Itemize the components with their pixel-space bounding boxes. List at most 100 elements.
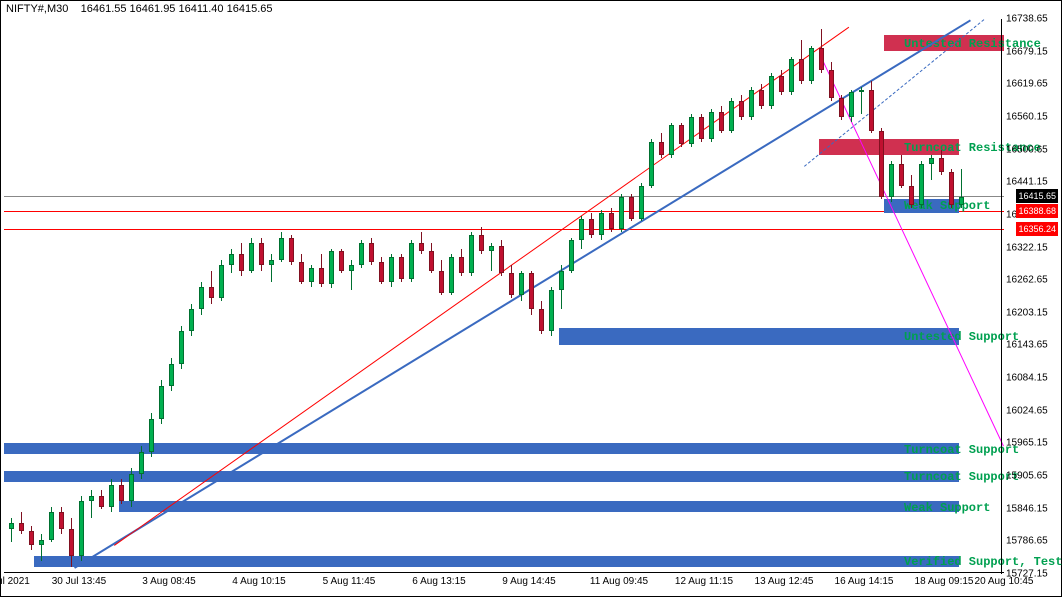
candle-body	[889, 164, 894, 197]
candle-body	[9, 523, 14, 528]
x-tick: 9 Aug 14:45	[502, 576, 555, 587]
x-tick: 3 Aug 08:45	[142, 576, 195, 587]
x-tick: 4 Aug 10:15	[232, 576, 285, 587]
candle-body	[769, 76, 774, 106]
candle-body	[799, 59, 804, 81]
candle-body	[19, 523, 24, 531]
candle-body	[609, 213, 614, 229]
y-tick: 16262.65	[1006, 275, 1048, 286]
candle-body	[639, 186, 644, 219]
candle-body	[199, 287, 204, 309]
candle-body	[519, 273, 524, 295]
candle-body	[689, 117, 694, 144]
sr-zone	[34, 556, 959, 567]
candle-body	[79, 501, 84, 556]
candle-body	[539, 309, 544, 331]
x-tick: 20 Aug 10:45	[975, 576, 1034, 587]
candle-wick	[11, 518, 12, 543]
candle-body	[129, 474, 134, 501]
candle-body	[909, 186, 914, 205]
candle-body	[509, 273, 514, 295]
candle-body	[749, 90, 754, 117]
candle-body	[789, 59, 794, 92]
candle-body	[469, 235, 474, 273]
candle-body	[779, 76, 784, 92]
y-tick: 16143.65	[1006, 340, 1048, 351]
candle-body	[859, 90, 864, 93]
candle-body	[119, 485, 124, 501]
sr-zone	[559, 328, 959, 344]
h-line	[4, 211, 1004, 212]
price-marker: 16388.68	[1016, 204, 1058, 218]
candle-body	[29, 531, 34, 545]
candle-body	[839, 98, 844, 117]
candle-body	[269, 260, 274, 265]
candle-body	[899, 164, 904, 186]
candle-body	[699, 117, 704, 139]
candle-body	[399, 257, 404, 279]
candle-body	[629, 197, 634, 219]
candle-body	[209, 287, 214, 298]
x-tick: 11 Aug 09:45	[590, 576, 648, 587]
candle-body	[959, 197, 964, 205]
y-tick: 16441.15	[1006, 177, 1048, 188]
candle-body	[249, 243, 254, 270]
candle-body	[69, 529, 74, 556]
candle-body	[589, 219, 594, 235]
h-line	[4, 196, 1004, 197]
candle-body	[219, 265, 224, 298]
candle-body	[809, 48, 814, 81]
candle-body	[759, 90, 764, 106]
symbol-label: NIFTY#,M30	[6, 3, 68, 15]
candle-wick	[41, 534, 42, 561]
candle-body	[439, 271, 444, 293]
candle-body	[579, 219, 584, 241]
candle-body	[49, 512, 54, 539]
h-line	[4, 229, 1004, 230]
candle-body	[159, 386, 164, 419]
plot-area[interactable]: Untested ResistanceTurncoat ResistanceWe…	[4, 19, 1004, 574]
y-tick: 16500.65	[1006, 144, 1048, 155]
candle-body	[659, 142, 664, 156]
candle-body	[729, 101, 734, 131]
y-tick: 16619.65	[1006, 79, 1048, 90]
candle-body	[479, 235, 484, 251]
candle-body	[709, 112, 714, 139]
sr-zone	[119, 501, 959, 512]
candle-body	[109, 485, 114, 507]
candle-body	[599, 213, 604, 235]
y-tick: 16679.15	[1006, 46, 1048, 57]
x-tick: 16 Aug 14:15	[835, 576, 894, 587]
candle-wick	[271, 254, 272, 281]
sr-zone	[4, 471, 959, 482]
x-tick: 12 Aug 11:15	[675, 576, 733, 587]
x-axis: 29 Jul 202130 Jul 13:453 Aug 08:454 Aug …	[4, 572, 1004, 593]
candle-body	[939, 158, 944, 172]
candle-body	[619, 197, 624, 230]
candle-body	[279, 238, 284, 260]
y-axis: 16738.6516679.1516619.6516560.1516500.65…	[1001, 19, 1058, 574]
candle-body	[189, 309, 194, 331]
candle-body	[679, 125, 684, 144]
x-tick: 30 Jul 13:45	[52, 576, 107, 587]
candle-body	[239, 254, 244, 270]
chart-container[interactable]: NIFTY#,M30 16461.55 16461.95 16411.40 16…	[0, 0, 1062, 597]
candle-body	[169, 364, 174, 386]
candle-body	[459, 257, 464, 273]
y-tick: 15846.15	[1006, 503, 1048, 514]
sr-zone	[4, 443, 959, 454]
candle-wick	[91, 490, 92, 517]
candle-body	[449, 257, 454, 293]
candle-body	[39, 540, 44, 545]
zone-label: Weak Support	[904, 199, 990, 213]
y-tick: 16738.65	[1006, 14, 1048, 25]
candle-body	[429, 251, 434, 270]
y-tick: 16560.15	[1006, 111, 1048, 122]
price-marker: 16415.65	[1016, 189, 1058, 203]
candle-body	[719, 112, 724, 131]
candle-body	[549, 290, 554, 331]
x-tick: 18 Aug 09:15	[915, 576, 974, 587]
candle-body	[139, 452, 144, 474]
candle-body	[339, 251, 344, 270]
candle-body	[299, 262, 304, 281]
